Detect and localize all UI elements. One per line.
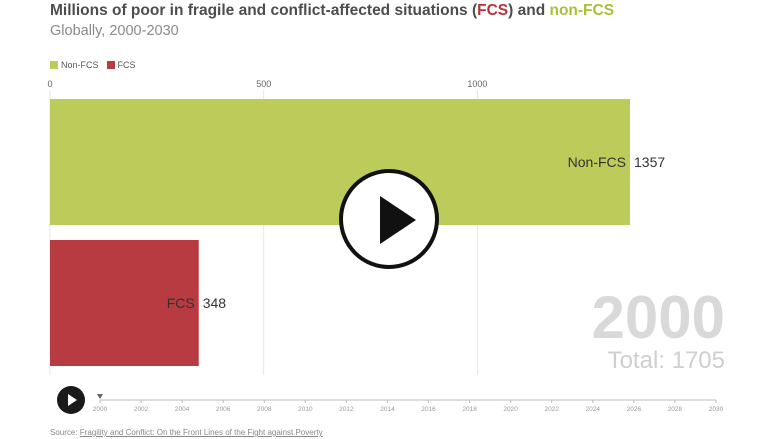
legend-item-fcs: FCS — [106, 60, 136, 70]
timeline-year-label: 2012 — [339, 406, 354, 413]
timeline-year-label: 2010 — [298, 406, 313, 413]
timeline-year-label: 2014 — [380, 406, 395, 413]
timeline-year-label: 2030 — [709, 406, 724, 413]
timeline-year-label: 2002 — [134, 406, 149, 413]
total-label: Total: 1705 — [608, 347, 725, 374]
bar — [50, 240, 199, 366]
timeline-handle[interactable] — [97, 394, 103, 399]
x-tick-label: 0 — [47, 79, 52, 89]
title-nonfcs: non-FCS — [549, 2, 615, 19]
title-prefix: Millions of poor in fragile and conflict… — [50, 2, 478, 19]
x-tick-label: 500 — [256, 79, 271, 89]
source-note: Source: Fragility and Conflict: On the F… — [50, 428, 323, 437]
timeline-year-label: 2024 — [586, 406, 601, 413]
timeline-play-button[interactable] — [57, 386, 85, 414]
timeline-year-label: 2028 — [668, 406, 683, 413]
timeline-year-label: 2022 — [544, 406, 559, 413]
timeline-year-label: 2004 — [175, 406, 190, 413]
bar-value-label: 1357 — [634, 154, 665, 170]
legend-swatch-nonfcs — [50, 61, 58, 69]
timeline-year-label: 2018 — [462, 406, 477, 413]
play-icon — [380, 196, 416, 244]
timeline-year-label: 2008 — [257, 406, 272, 413]
current-year-label: 2000 — [592, 284, 725, 351]
timeline-year-label: 2026 — [627, 406, 642, 413]
title-middle: ) and — [508, 2, 550, 19]
legend-label-fcs: FCS — [117, 60, 136, 70]
title-fcs: FCS — [477, 2, 509, 19]
video-play-button[interactable] — [339, 169, 439, 269]
timeline-year-label: 2020 — [503, 406, 518, 413]
bar-category-label: FCS — [167, 295, 195, 311]
timeline-year-label: 2016 — [421, 406, 436, 413]
timeline-year-label: 2000 — [93, 406, 108, 413]
legend-label-nonfcs: Non-FCS — [61, 60, 99, 70]
timeline-year-label: 2006 — [216, 406, 231, 413]
chart-title: Millions of poor in fragile and conflict… — [50, 2, 614, 20]
legend: Non-FCS FCS — [50, 60, 136, 70]
chart-subtitle: Globally, 2000-2030 — [50, 23, 179, 39]
bar-value-label: 348 — [203, 295, 227, 311]
bar-category-label: Non-FCS — [568, 154, 626, 170]
legend-item-nonfcs: Non-FCS — [50, 60, 99, 70]
source-prefix: Source: — [50, 428, 80, 437]
source-link[interactable]: Fragility and Conflict: On the Front Lin… — [79, 428, 323, 437]
x-tick-label: 1000 — [467, 79, 487, 89]
play-icon — [68, 394, 77, 406]
legend-swatch-fcs — [106, 61, 115, 69]
